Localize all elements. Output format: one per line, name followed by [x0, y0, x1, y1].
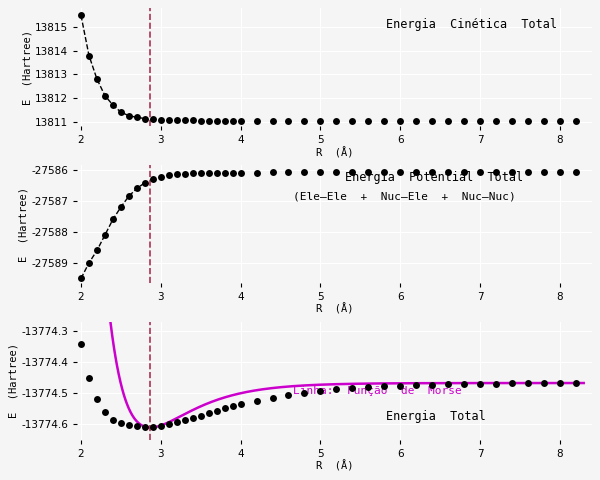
Text: (Ele–Ele  +  Nuc–Ele  +  Nuc–Nuc): (Ele–Ele + Nuc–Ele + Nuc–Nuc) [293, 191, 516, 201]
Y-axis label: E  (Hartree): E (Hartree) [22, 30, 32, 105]
Text: Energia  Potential  Total: Energia Potential Total [344, 171, 523, 184]
Y-axis label: E  (Hartree): E (Hartree) [19, 187, 28, 262]
Text: Linha:  Função  de  Morse: Linha: Função de Morse [293, 385, 462, 396]
Y-axis label: E  (Hartree): E (Hartree) [8, 343, 19, 419]
X-axis label: R  (Å): R (Å) [316, 147, 353, 158]
X-axis label: R  (Å): R (Å) [316, 460, 353, 472]
Text: Energia  Total: Energia Total [386, 410, 485, 423]
Text: Energia  Cinética  Total: Energia Cinética Total [386, 18, 557, 31]
X-axis label: R  (Å): R (Å) [316, 303, 353, 315]
